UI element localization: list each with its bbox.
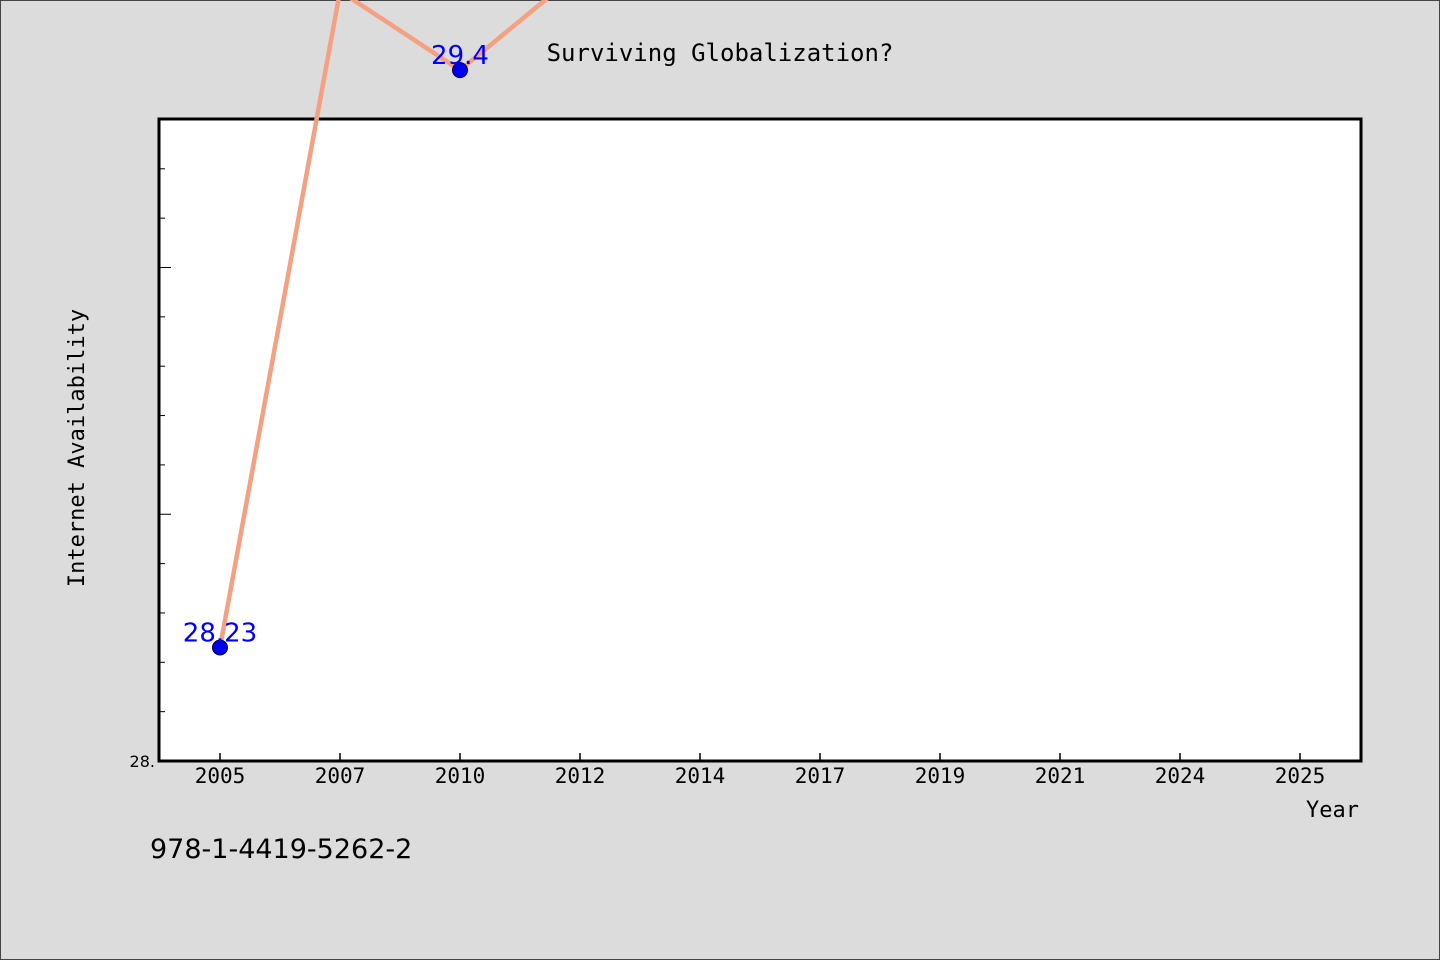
- data-point-marker: [212, 639, 228, 656]
- data-labels: 28.2329.5629.429.631.6132.4732.8833.4933…: [183, 41, 489, 648]
- x-tick-label: 2025: [1275, 764, 1326, 788]
- data-point-marker: [452, 62, 468, 79]
- series-line-segment: [457, 0, 549, 73]
- x-axis-tick-labels: 2005 2007 2010 2012 2014 2017 2019 2021 2024 2025: [195, 753, 1326, 788]
- isbn-footer: 978-1-4419-5262-2: [150, 834, 413, 865]
- y-axis-ticks: [159, 168, 171, 762]
- x-tick-label: 2005: [195, 764, 246, 788]
- data-markers: [212, 62, 468, 656]
- y-axis-label: Internet Availability: [65, 309, 90, 587]
- series-line-segment: [349, 0, 463, 73]
- x-tick-label: 2021: [1035, 764, 1086, 788]
- chart-title: Surviving Globalization?: [547, 39, 894, 67]
- x-tick-label: 2019: [915, 764, 966, 788]
- x-tick-label: 2017: [795, 764, 846, 788]
- x-tick-label: 2010: [435, 764, 486, 788]
- x-tick-label: 2014: [675, 764, 726, 788]
- x-axis-label: Year: [1306, 798, 1359, 823]
- x-tick-label: 2024: [1155, 764, 1206, 788]
- series-line-segment: [217, 0, 341, 650]
- x-tick-label: 2007: [315, 764, 366, 788]
- y-tick-label: 28.: [130, 752, 155, 771]
- plot-area: [157, 117, 1363, 763]
- series-line-group: [217, 0, 549, 650]
- data-label: 29.4: [431, 41, 489, 71]
- data-label: 28.23: [183, 618, 257, 648]
- x-tick-label: 2012: [555, 764, 606, 788]
